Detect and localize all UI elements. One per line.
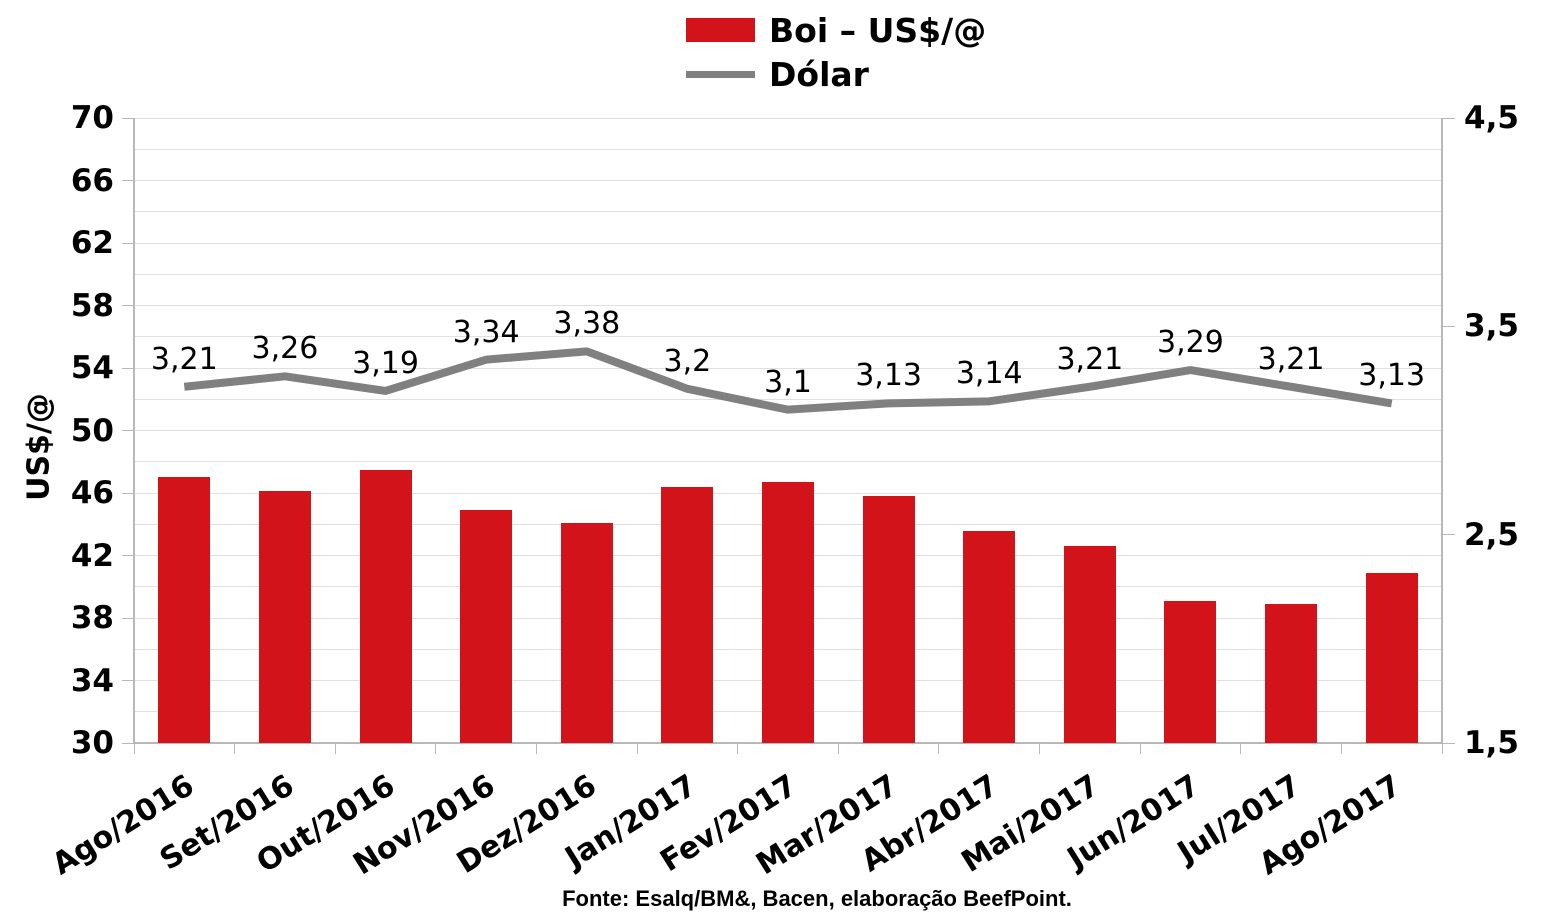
legend-label-boi: Boi – US$/@ [769, 10, 987, 50]
left-axis-tick [122, 367, 134, 369]
left-axis-tick [122, 242, 134, 244]
right-axis-tick-label: 1,5 [1464, 725, 1519, 761]
left-axis-tick [122, 180, 134, 181]
dolar-point-label: 3,13 [855, 358, 923, 394]
left-axis-tick [122, 430, 134, 431]
boi-bar [963, 530, 1016, 743]
bottom-axis-tick [435, 743, 437, 754]
dolar-point-label: 3,14 [955, 356, 1023, 392]
left-axis-tick-label: 30 [70, 725, 114, 761]
dolar-point-label: 3,38 [553, 306, 621, 342]
gridline [134, 211, 1442, 213]
legend-item-boi: Boi – US$/@ [686, 8, 986, 52]
legend-item-dolar: Dólar [686, 52, 869, 96]
dolar-point-label: 3,21 [1056, 341, 1124, 377]
bottom-axis-tick [1240, 743, 1242, 754]
left-axis-tick-label: 70 [70, 100, 114, 136]
dolar-point-label: 3,26 [251, 331, 319, 367]
boi-bar [1265, 603, 1318, 743]
gridline [134, 461, 1442, 463]
left-axis-tick-label: 34 [70, 662, 114, 699]
boi-bar [762, 482, 814, 743]
bottom-axis-tick [334, 743, 336, 754]
boi-bar [158, 477, 211, 743]
left-axis-tick [122, 617, 134, 619]
boi-bar-swatch-icon [686, 18, 755, 42]
bottom-axis-tick [636, 743, 638, 754]
bottom-axis-tick [938, 743, 940, 754]
left-axis-tick-label: 38 [70, 600, 114, 636]
bottom-axis-tick [1340, 743, 1342, 754]
right-axis-tick-label: 2,5 [1464, 516, 1519, 553]
gridline [134, 336, 1442, 338]
left-axis-tick [122, 492, 134, 494]
bottom-axis-tick [737, 743, 739, 754]
boi-bar [1164, 600, 1217, 743]
boi-bar [258, 491, 311, 743]
bottom-axis-tick [535, 743, 537, 754]
right-axis-tick [1442, 117, 1455, 119]
boi-bar [661, 486, 714, 743]
dolar-point-label: 3,29 [1157, 325, 1224, 361]
boi-bar [560, 522, 613, 743]
left-axis-tick-label: 62 [70, 225, 114, 261]
gridline [134, 180, 1442, 181]
left-axis-tick-label: 42 [70, 537, 114, 574]
left-axis-tick [122, 680, 134, 681]
dolar-point-label: 3,13 [1358, 358, 1426, 394]
right-axis-tick [1442, 742, 1455, 744]
right-axis-tick-label: 4,5 [1464, 100, 1519, 136]
right-axis-tick [1442, 325, 1455, 327]
left-axis-tick-label: 50 [70, 412, 114, 449]
dolar-point-label: 3,1 [764, 364, 812, 400]
left-axis-tick [122, 555, 134, 556]
bottom-axis-tick [1139, 743, 1141, 754]
dolar-line-swatch-icon [686, 70, 755, 78]
bottom-axis-tick [837, 743, 839, 754]
gridline [134, 273, 1442, 275]
legend-label-dolar: Dólar [769, 54, 869, 94]
left-axis-tick [122, 117, 134, 119]
left-axis-tick-label: 66 [70, 162, 114, 199]
left-axis-tick-label: 54 [70, 350, 114, 386]
boi-bar [862, 496, 915, 743]
source-note: Fonte: Esalq/BM&, Bacen, elaboração Beef… [562, 886, 1072, 911]
boi-bar [359, 469, 412, 743]
right-axis-tick [1442, 534, 1455, 536]
gridline [134, 430, 1442, 431]
dolar-point-label: 3,21 [150, 341, 218, 377]
left-axis-tick-label: 46 [70, 475, 114, 511]
bottom-axis-tick [1039, 743, 1041, 754]
boi-bar [1063, 546, 1116, 743]
left-axis-tick-label: 58 [70, 287, 114, 324]
boi-bar [460, 510, 513, 743]
boi-bar [1365, 572, 1418, 743]
bottom-axis-tick [133, 743, 135, 754]
right-axis-tick-label: 3,5 [1464, 308, 1519, 345]
dolar-point-label: 3,19 [352, 345, 419, 381]
left-axis-line [133, 118, 135, 744]
gridline [134, 305, 1442, 306]
gridline [134, 242, 1442, 244]
bottom-axis-line [134, 742, 1442, 744]
right-axis-line [1441, 118, 1443, 744]
left-axis-tick [122, 305, 134, 306]
dolar-point-label: 3,2 [663, 343, 712, 379]
dolar-point-label: 3,34 [452, 314, 520, 350]
gridline [134, 117, 1442, 119]
bottom-axis-tick [1441, 743, 1443, 754]
bottom-axis-tick [234, 743, 236, 754]
gridline [134, 148, 1442, 150]
left-axis-tick [122, 742, 134, 744]
dolar-point-label: 3,21 [1257, 341, 1325, 377]
